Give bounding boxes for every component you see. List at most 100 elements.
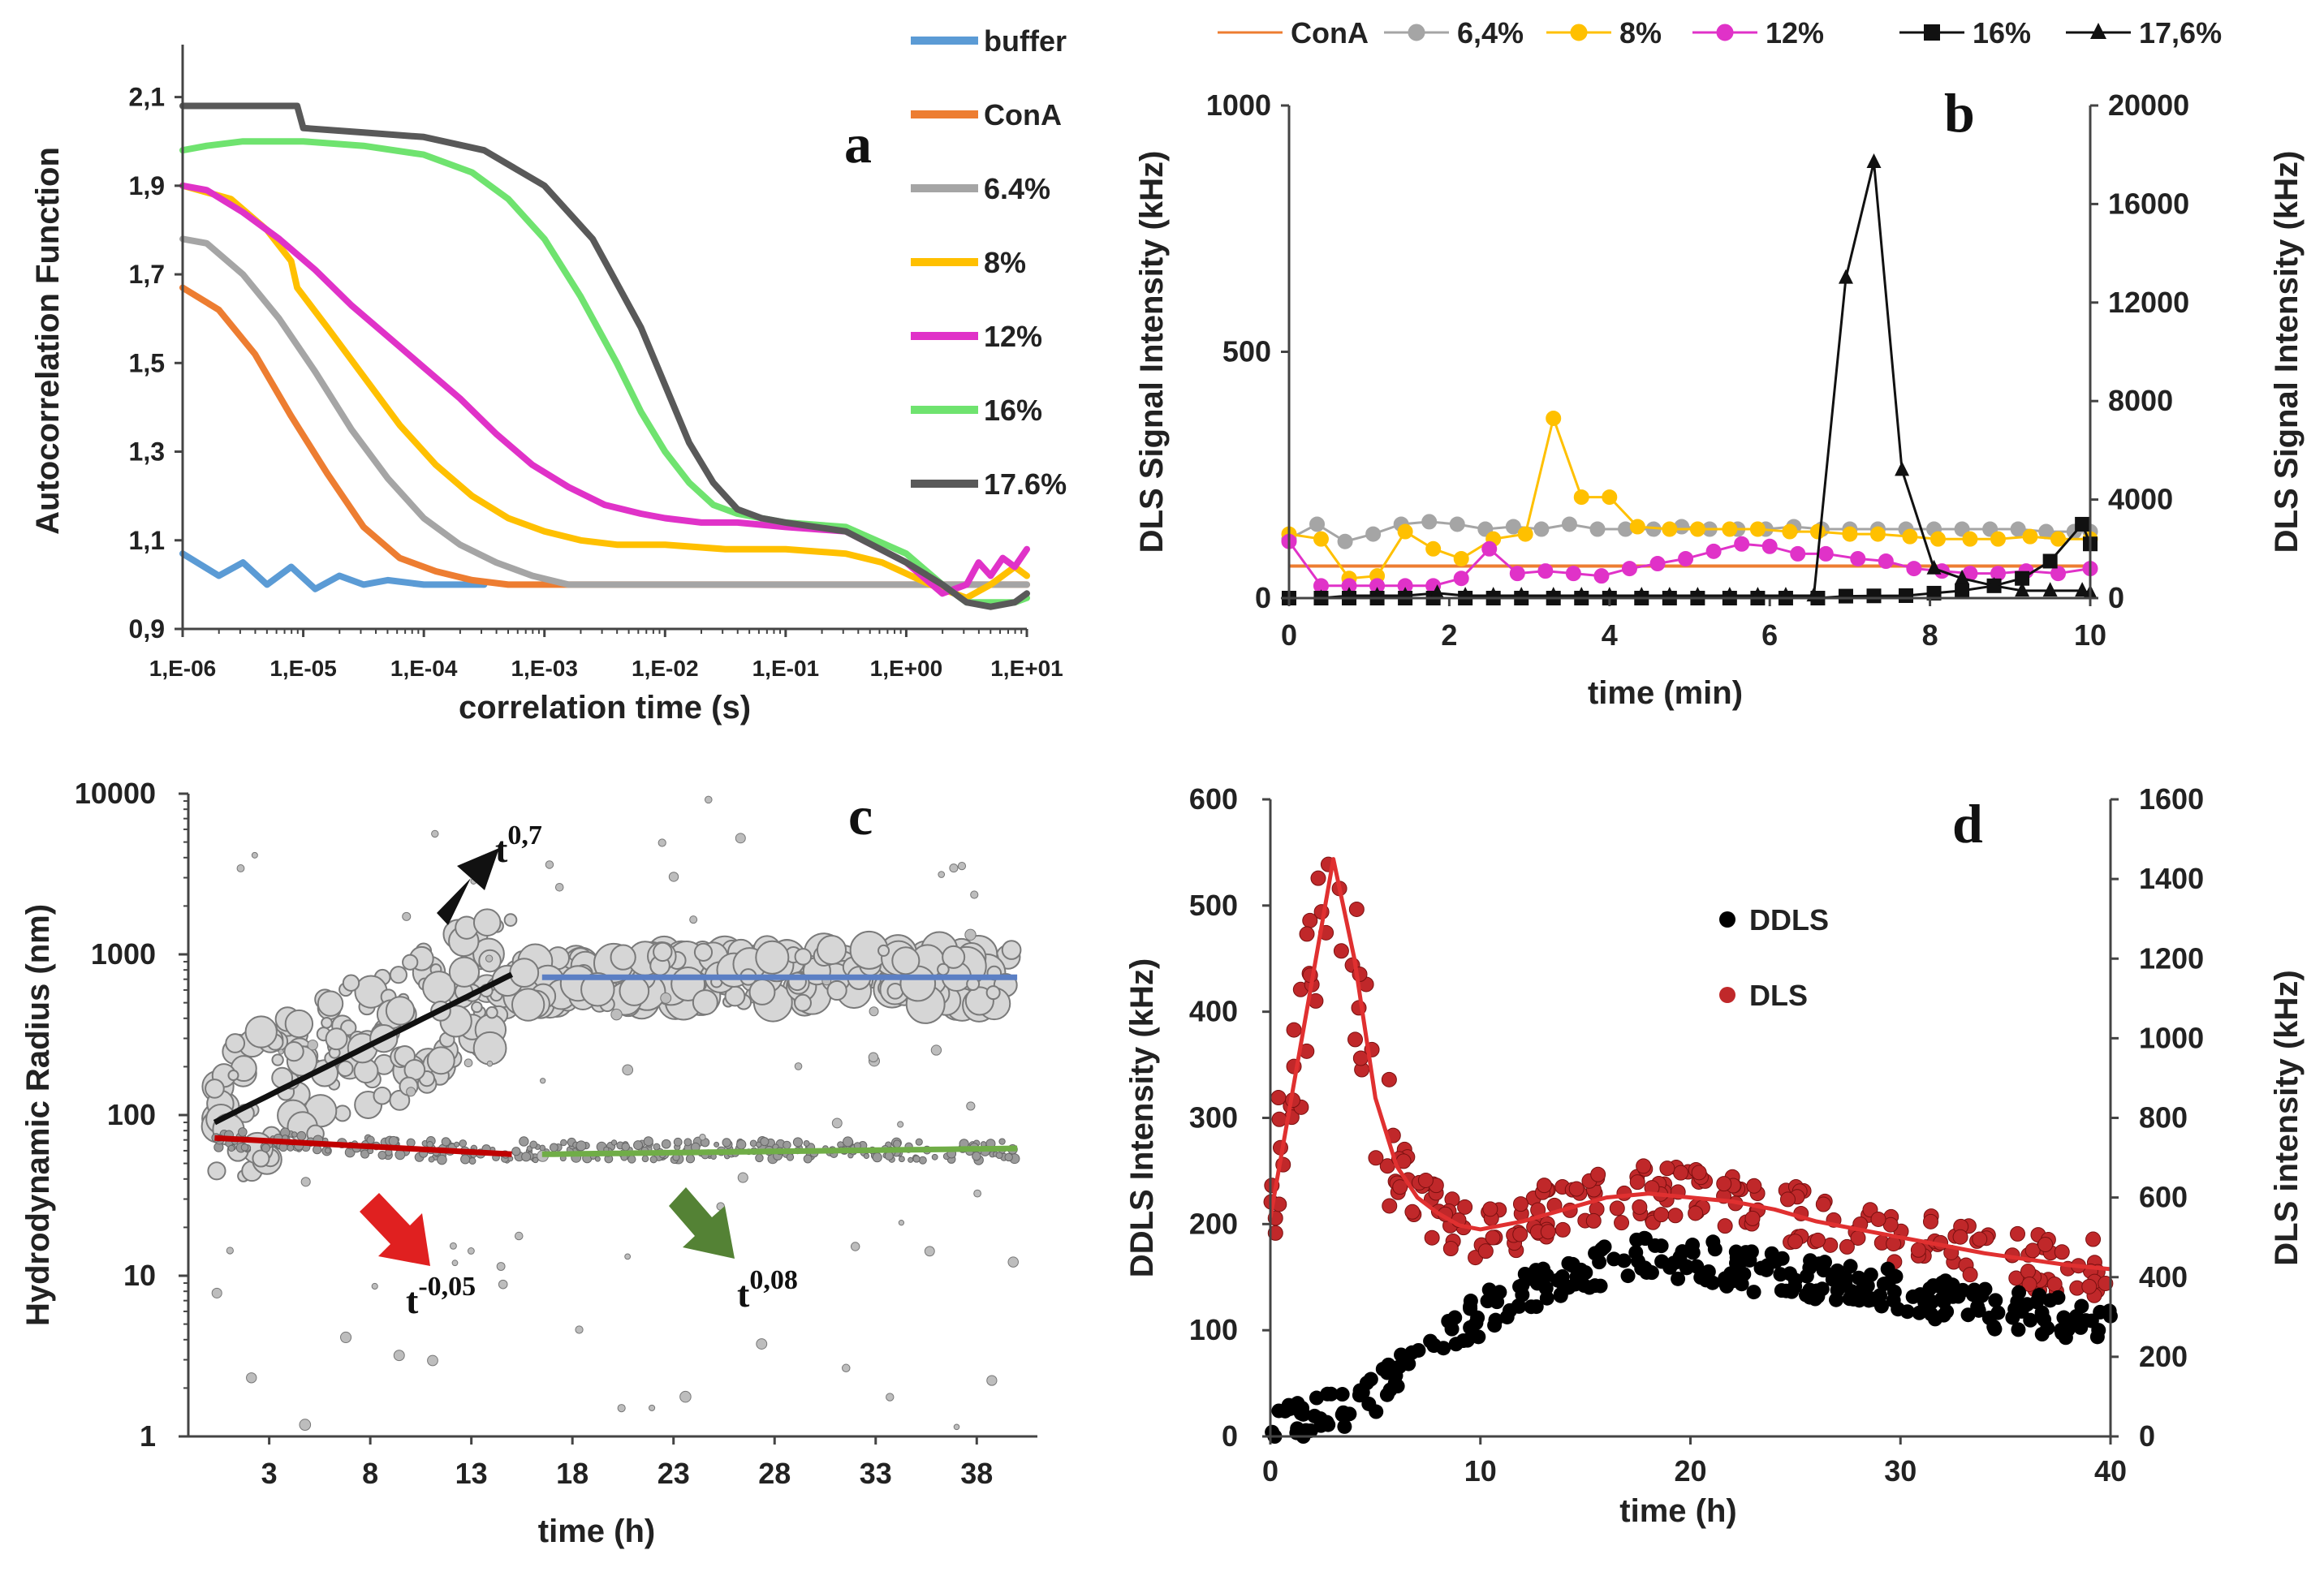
- data-point-small-population: [532, 1156, 539, 1164]
- arrow-slow-growth-icon: [669, 1187, 735, 1259]
- x-tick-label: 30: [1884, 1454, 1917, 1488]
- data-point-small-population: [892, 1139, 902, 1148]
- data-point-ddls: [1631, 1254, 1646, 1269]
- data-point-large-population: [653, 941, 673, 962]
- data-point-large-population: [373, 1086, 392, 1105]
- y-tick-label: 400: [1189, 995, 1238, 1028]
- data-point-outlier: [246, 1372, 257, 1384]
- data-point-small-population: [313, 1144, 322, 1155]
- panel-c-scatter-points: [200, 795, 1022, 1431]
- data-point-small-population: [722, 1138, 731, 1148]
- series-marker-12: [1593, 568, 1610, 584]
- data-point-ddls: [1460, 1333, 1475, 1348]
- data-point-dls: [1616, 1185, 1632, 1201]
- data-point-small-population: [360, 1149, 370, 1159]
- data-point-ddls: [1945, 1277, 1960, 1293]
- series-line-6-4: [179, 235, 1030, 588]
- y-tick-label: 100: [107, 1098, 156, 1131]
- data-point-dls: [1512, 1196, 1528, 1212]
- data-point-ddls: [1524, 1299, 1539, 1315]
- x-tick-label: 1,E-01: [752, 656, 820, 681]
- data-point-outlier: [957, 862, 967, 871]
- panel-c-annotations: t0,7 t-0,05 t0,08: [360, 820, 798, 1321]
- data-point-small-population: [395, 1149, 406, 1160]
- data-point-outlier: [211, 1287, 222, 1298]
- panel-a-legend: buffer ConA 6.4% 8% 12% 16% 17.6%: [911, 24, 1067, 501]
- data-point-outlier: [496, 1262, 506, 1271]
- data-point-large-population: [794, 948, 813, 966]
- data-point-large-population: [485, 1005, 498, 1019]
- series-marker-17-6: [1955, 569, 1970, 584]
- data-point-dls: [1659, 1160, 1675, 1177]
- data-point-outlier: [735, 833, 746, 844]
- data-point-ddls: [1295, 1401, 1310, 1416]
- data-point-large-population: [472, 908, 502, 937]
- data-point-dls: [1744, 1210, 1761, 1226]
- y-tick-label: 500: [1189, 889, 1238, 922]
- data-point-ddls: [2064, 1317, 2080, 1333]
- data-point-ddls: [1553, 1273, 1568, 1289]
- series-marker-17-6: [1926, 559, 1942, 575]
- series-marker-16: [1866, 588, 1882, 604]
- data-point-large-population: [692, 989, 718, 1016]
- data-point-dls: [1286, 1022, 1302, 1038]
- data-point-ddls: [1971, 1303, 1986, 1318]
- data-point-ddls: [1401, 1356, 1416, 1371]
- y-tick-label: 1,9: [129, 171, 165, 200]
- series-marker-16: [2042, 553, 2058, 569]
- data-point-small-population: [915, 1138, 923, 1146]
- data-point-dls: [1347, 1031, 1364, 1048]
- data-point-ddls: [1355, 1384, 1370, 1400]
- data-point-dls: [2098, 1275, 2114, 1291]
- data-point-large-population: [503, 913, 518, 927]
- panel-d-scatter-points: [1263, 856, 2118, 1444]
- data-point-small-population: [843, 1136, 853, 1148]
- series-marker-17-6: [2075, 582, 2090, 597]
- data-point-dls: [1962, 1267, 1978, 1283]
- data-point-small-population: [908, 1156, 914, 1163]
- y-right-tick-label: 4000: [2108, 483, 2173, 516]
- data-point-outlier: [622, 1064, 634, 1076]
- data-point-ddls: [1873, 1288, 1888, 1303]
- legend-label-17-6: 17.6%: [984, 467, 1067, 501]
- data-point-ddls: [1945, 1289, 1960, 1304]
- y-tick-label: 0: [1255, 581, 1271, 614]
- legend-label-12: 12%: [1766, 16, 1824, 50]
- data-point-outlier: [704, 795, 713, 804]
- data-point-ddls: [1685, 1238, 1701, 1253]
- data-point-ddls: [1654, 1238, 1669, 1254]
- data-point-large-population: [321, 1016, 333, 1029]
- data-point-large-population: [755, 940, 790, 975]
- panel-b-legend: ConA 6,4% 8% 12% 16% 17,6%: [1218, 16, 2222, 50]
- data-point-ddls: [1337, 1419, 1352, 1434]
- data-point-ddls: [1521, 1271, 1537, 1286]
- series-12: [1281, 533, 2098, 594]
- data-point-ddls: [1905, 1289, 1921, 1304]
- data-point-dls: [1512, 1226, 1528, 1242]
- series-marker-8: [1749, 521, 1766, 537]
- legend-label-6-4: 6.4%: [984, 172, 1050, 205]
- data-point-large-population: [271, 1053, 284, 1066]
- data-point-outlier: [427, 1354, 438, 1367]
- y-right-tick-label: 16000: [2108, 187, 2189, 220]
- series-line-buffer: [179, 550, 488, 592]
- data-point-dls: [1870, 1211, 1886, 1227]
- x-tick-label: 0: [1281, 618, 1297, 652]
- data-point-ddls: [1671, 1271, 1686, 1286]
- data-point-ddls: [1705, 1275, 1720, 1290]
- series-marker-6-4: [1421, 514, 1438, 530]
- legend-marker-dls: [1719, 987, 1735, 1003]
- data-point-small-population: [428, 1156, 435, 1163]
- data-point-small-population: [683, 1138, 692, 1147]
- data-point-large-population: [342, 974, 360, 992]
- data-point-small-population: [972, 1151, 981, 1161]
- panel-b-series: [1281, 153, 2098, 605]
- series-marker-12: [1878, 553, 1894, 569]
- data-point-small-population: [549, 1143, 558, 1152]
- data-point-large-population: [619, 975, 650, 1006]
- data-point-outlier: [831, 1117, 843, 1129]
- data-point-large-population: [610, 944, 636, 971]
- legend-label-cona: ConA: [984, 98, 1062, 131]
